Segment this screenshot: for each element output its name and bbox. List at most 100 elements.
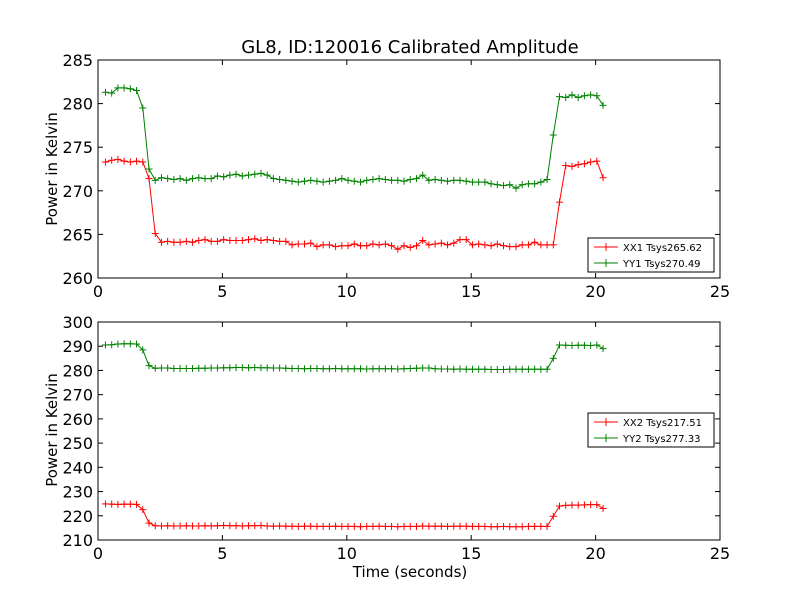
chart-top-legend: XX1 Tsys265.62 YY1 Tsys270.49 xyxy=(587,237,715,273)
chart-bottom-data-point xyxy=(506,365,514,373)
chart-top-data-point xyxy=(213,237,221,245)
chart-top-data-point xyxy=(145,175,153,183)
chart-top-data-point xyxy=(500,242,508,250)
chart-top-data-point xyxy=(263,236,271,244)
chart-top-data-point xyxy=(425,241,433,249)
chart-top-data-point xyxy=(170,175,178,183)
chart-bottom-data-point xyxy=(294,365,302,373)
chart-top-data-point xyxy=(282,237,290,245)
chart-top-data-point xyxy=(114,84,122,92)
chart-top-data-point xyxy=(518,181,526,189)
chart-top-data-point xyxy=(350,177,358,185)
chart-bottom-data-point xyxy=(307,365,315,373)
chart-bottom-data-point xyxy=(388,365,396,373)
chart-top-data-point xyxy=(543,241,551,249)
chart-bottom-data-point xyxy=(257,364,265,372)
chart-bottom-data-point xyxy=(462,365,470,373)
chart-bottom-data-point xyxy=(182,365,190,373)
chart-bottom-data-point xyxy=(537,522,545,530)
chart-top-data-point xyxy=(101,88,109,96)
chart-bottom: Power in Kelvin Time (seconds) 0 5 10 15 20 2… xyxy=(43,313,730,581)
chart-top-data-point xyxy=(120,157,128,165)
chart-bottom-data-point xyxy=(456,522,464,530)
chart-top-series-1 xyxy=(101,155,607,253)
chart-bottom-data-point xyxy=(574,341,582,349)
chart-top-data-point xyxy=(288,241,296,249)
chart-bottom-data-point xyxy=(568,501,576,509)
chart-bottom-data-point xyxy=(599,345,607,353)
chart-bottom-data-point xyxy=(213,364,221,372)
chart-bottom-data-point xyxy=(493,523,501,531)
chart-bottom-data-point xyxy=(587,501,595,509)
chart-bottom-data-point xyxy=(406,522,414,530)
chart-bottom-data-point xyxy=(120,500,128,508)
chart-bottom-x-tick-label: 0 xyxy=(93,544,103,563)
chart-top-data-point xyxy=(356,242,364,250)
chart-bottom-data-point xyxy=(481,365,489,373)
chart-bottom-data-point xyxy=(133,340,141,348)
chart-top-data-point xyxy=(580,160,588,168)
chart-top-data-point xyxy=(375,241,383,249)
chart-bottom-data-point xyxy=(400,522,408,530)
chart-bottom-xlabel: Time (seconds) xyxy=(352,563,468,581)
chart-top-data-point xyxy=(363,176,371,184)
chart-top-data-point xyxy=(431,240,439,248)
chart-top-data-point xyxy=(319,178,327,186)
chart-top-data-point xyxy=(276,237,284,245)
chart-top-data-point xyxy=(580,92,588,100)
chart-top-y-tick-label: 275 xyxy=(62,138,93,157)
chart-bottom-data-point xyxy=(263,364,271,372)
chart-top-data-point xyxy=(381,175,389,183)
chart-top-legend-label: YY1 Tsys270.49 xyxy=(622,259,701,270)
chart-top-data-point xyxy=(344,176,352,184)
chart-top-data-point xyxy=(182,237,190,245)
chart-top-y-tick-label: 265 xyxy=(62,225,93,244)
chart-top-data-point xyxy=(189,238,197,246)
chart-bottom-data-point xyxy=(170,365,178,373)
chart-bottom-data-point xyxy=(145,362,153,370)
chart-top-data-point xyxy=(170,238,178,246)
chart-top-data-point xyxy=(549,241,557,249)
chart-top-data-point xyxy=(444,241,452,249)
chart-top-data-point xyxy=(419,171,427,179)
chart-top-data-point xyxy=(406,243,414,251)
chart-bottom-data-point xyxy=(151,364,159,372)
chart-bottom-data-point xyxy=(207,364,215,372)
chart-bottom-y-tick-label: 240 xyxy=(62,458,93,477)
chart-top-data-point xyxy=(506,243,514,251)
chart-bottom-data-point xyxy=(419,364,427,372)
chart-bottom-data-point xyxy=(269,522,277,530)
chart-bottom-data-point xyxy=(481,522,489,530)
chart-bottom-data-point xyxy=(437,522,445,530)
chart-top-data-point xyxy=(201,236,209,244)
chart-bottom-data-point xyxy=(580,501,588,509)
chart-bottom-data-point xyxy=(313,365,321,373)
chart-bottom-data-point xyxy=(350,365,358,373)
chart-bottom-data-point xyxy=(593,341,601,349)
chart-top-data-point xyxy=(133,157,141,165)
chart-top-data-point xyxy=(207,237,215,245)
chart-top-x-tick-label: 10 xyxy=(337,282,357,301)
chart-top-data-point xyxy=(531,238,539,246)
chart-bottom-series-2 xyxy=(101,340,607,373)
chart-bottom-data-point xyxy=(126,500,134,508)
chart-top-legend-label: XX1 Tsys265.62 xyxy=(623,243,702,254)
chart-top-data-point xyxy=(350,240,358,248)
chart-top-data-point xyxy=(475,178,483,186)
chart-top-data-point xyxy=(450,176,458,184)
chart-bottom-data-point xyxy=(120,340,128,348)
chart-top-data-point xyxy=(481,178,489,186)
chart-top-data-point xyxy=(419,237,427,245)
chart-bottom-data-point xyxy=(176,522,184,530)
chart-top-data-point xyxy=(176,238,184,246)
chart-top-data-point xyxy=(512,184,520,192)
chart-bottom-data-point xyxy=(462,522,470,530)
chart-top-axes-frame xyxy=(97,59,721,279)
chart-top-data-point xyxy=(307,239,315,247)
chart-bottom-data-point xyxy=(556,341,564,349)
chart-top-data-point xyxy=(325,241,333,249)
chart-bottom-data-point xyxy=(381,522,389,530)
chart-bottom-data-point xyxy=(195,522,203,530)
chart-bottom-legend-label: YY2 Tsys277.33 xyxy=(622,434,701,445)
chart-bottom-data-point xyxy=(108,500,116,508)
